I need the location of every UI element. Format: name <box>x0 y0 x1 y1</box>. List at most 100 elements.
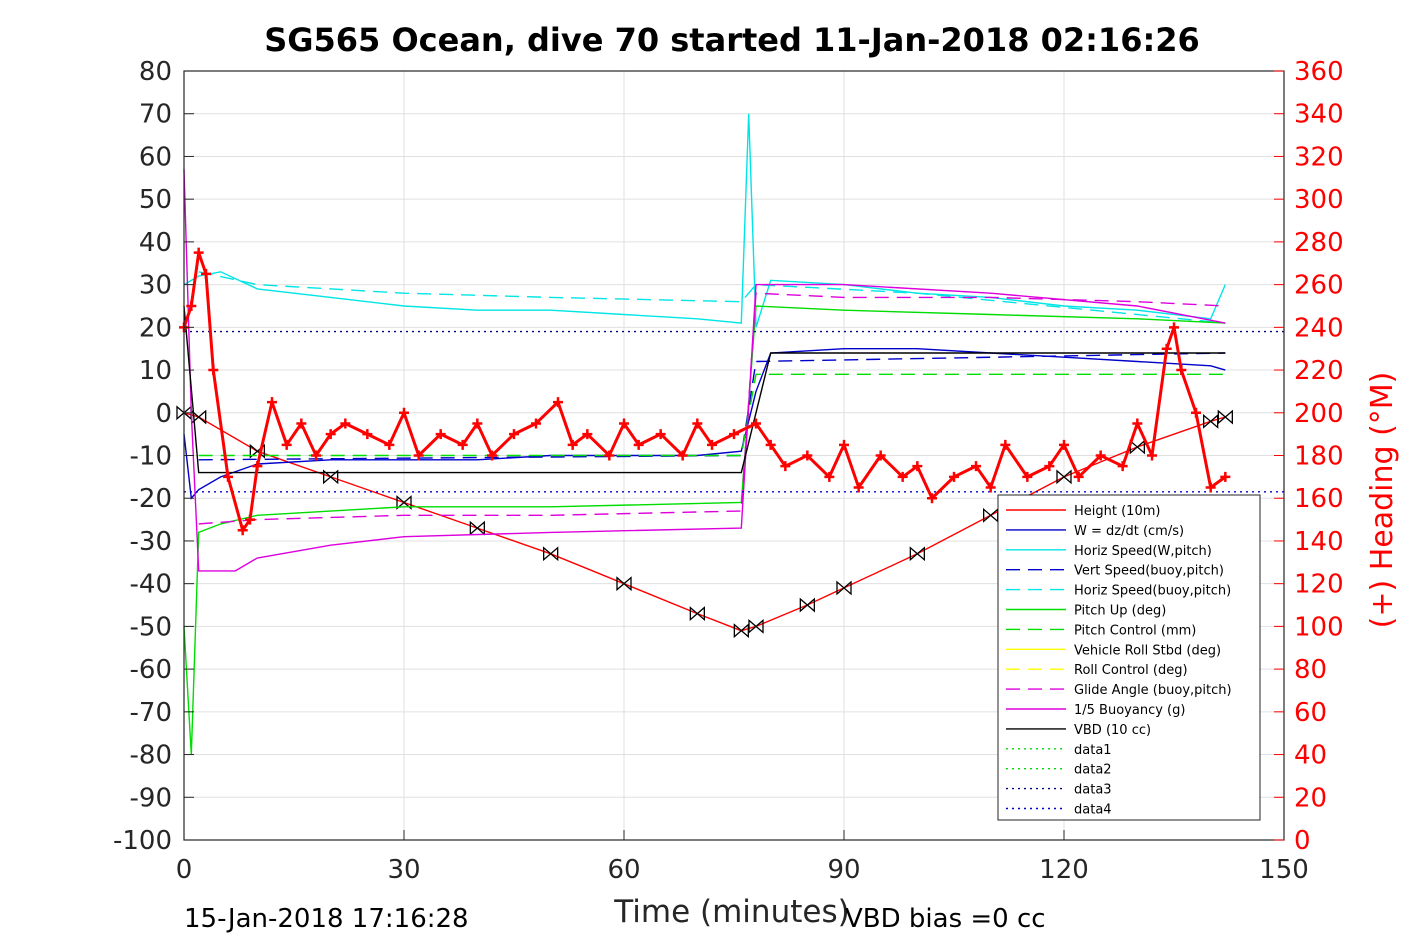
heading-point <box>384 439 395 450</box>
heading-point <box>853 482 864 493</box>
right-tick-label: 100 <box>1294 612 1344 642</box>
heading-point <box>1132 418 1143 429</box>
heading-point <box>1205 482 1216 493</box>
legend-label: Height (10m) <box>1074 504 1160 519</box>
legend-label: Vehicle Roll Stbd (deg) <box>1074 643 1221 658</box>
y-tick-label: -60 <box>130 655 172 685</box>
right-tick-label: 180 <box>1294 442 1344 472</box>
legend-label: data1 <box>1074 743 1112 758</box>
series-height-10m <box>176 405 1233 639</box>
series-1-5-buoyancy-g <box>183 169 1226 572</box>
heading-point <box>582 429 593 440</box>
heading-point <box>245 514 255 525</box>
heading-point <box>1176 365 1187 376</box>
legend-label: Pitch Up (deg) <box>1074 604 1166 619</box>
heading-point <box>531 418 541 429</box>
heading-point <box>509 429 519 440</box>
legend-label: Horiz Speed(buoy,pitch) <box>1074 584 1231 599</box>
tick-labels: 0 30 60 90 120 15080706050403020100-10-20-30-… <box>113 57 1344 885</box>
heading-point <box>281 439 292 450</box>
legend-label: 1/5 Buoyancy (g) <box>1074 703 1185 718</box>
right-tick-label: 260 <box>1294 271 1344 301</box>
heading-point <box>729 429 739 440</box>
height-marker <box>1056 469 1072 485</box>
heading-point <box>912 461 923 472</box>
right-tick-label: 80 <box>1294 655 1327 685</box>
heading-point <box>707 439 717 450</box>
height-marker <box>1203 413 1219 429</box>
series-line <box>183 169 1226 572</box>
series-pitch-up-deg <box>183 305 1226 755</box>
heading-point <box>927 493 937 504</box>
heading-point <box>1044 461 1055 472</box>
right-axis-label: (+) Heading (°M) <box>1365 372 1400 629</box>
heading-point <box>875 450 886 461</box>
heading-point <box>193 247 204 258</box>
height-marker <box>799 597 815 613</box>
series-line <box>183 305 1226 755</box>
height-marker <box>1217 409 1233 425</box>
y-tick-label: 30 <box>139 271 172 301</box>
heading-point <box>604 450 615 461</box>
right-tick-label: 320 <box>1294 142 1344 172</box>
heading-point <box>267 397 277 408</box>
y-tick-label: 80 <box>139 57 172 87</box>
heading-point <box>296 418 307 429</box>
heading-point <box>1059 439 1069 450</box>
y-tick-label: 20 <box>139 313 172 343</box>
y-tick-label: 0 <box>155 399 172 429</box>
heading-point <box>1022 471 1033 482</box>
x-tick-label: 120 <box>1039 855 1089 885</box>
y-tick-label: 60 <box>139 142 172 172</box>
heading-point <box>325 429 336 440</box>
series-line <box>183 305 1226 474</box>
legend-label: data2 <box>1074 763 1112 778</box>
y-tick-label: -90 <box>130 783 172 813</box>
heading-point <box>949 471 959 482</box>
heading-point <box>223 471 233 482</box>
y-tick-label: -10 <box>130 442 172 472</box>
right-tick-label: 220 <box>1294 356 1344 386</box>
right-tick-label: 300 <box>1294 185 1344 215</box>
right-tick-label: 20 <box>1294 783 1327 813</box>
heading-point <box>1169 322 1179 333</box>
heading-point <box>252 461 263 472</box>
x-tick-label: 60 <box>607 855 640 885</box>
series-line <box>198 352 1226 461</box>
heading-point <box>1191 407 1201 418</box>
x-tick-label: 0 <box>176 855 193 885</box>
legend-label: Horiz Speed(W,pitch) <box>1074 544 1212 559</box>
heading-point <box>619 418 629 429</box>
legend: Height (10m) W = dz/dt (cm/s) Horiz Speed(… <box>997 494 1261 821</box>
right-tick-label: 160 <box>1294 484 1344 514</box>
heading-point <box>839 439 849 450</box>
heading-point <box>208 365 219 376</box>
y-tick-label: 40 <box>139 228 172 258</box>
series-heading <box>179 247 1231 536</box>
heading-point <box>780 461 791 472</box>
timestamp-footer: 15-Jan-2018 17:16:28 <box>184 904 469 934</box>
series-horiz-speed-buoy-pitch <box>198 271 1226 324</box>
heading-point <box>692 418 703 429</box>
legend-label: Pitch Control (mm) <box>1074 623 1196 638</box>
heading-point <box>1073 471 1084 482</box>
height-marker <box>396 495 412 510</box>
right-tick-label: 200 <box>1294 399 1344 429</box>
heading-point <box>1117 461 1128 472</box>
vbd-bias-footer: VBD bias =0 cc <box>845 904 1046 934</box>
right-tick-label: 240 <box>1294 313 1344 343</box>
heading-point <box>655 429 666 440</box>
heading-point <box>1220 471 1231 482</box>
series-line <box>183 113 1226 328</box>
series-horiz-speed-w-pitch <box>183 113 1226 328</box>
right-tick-label: 40 <box>1294 741 1327 771</box>
heading-point <box>824 471 835 482</box>
heading-point <box>765 439 776 450</box>
x-axis-label: Time (minutes) <box>613 894 849 930</box>
heading-point <box>186 300 197 311</box>
heading-point <box>1161 343 1172 354</box>
y-tick-label: 10 <box>139 356 172 386</box>
legend-label: Vert Speed(buoy,pitch) <box>1074 564 1224 579</box>
right-tick-label: 60 <box>1294 698 1327 728</box>
